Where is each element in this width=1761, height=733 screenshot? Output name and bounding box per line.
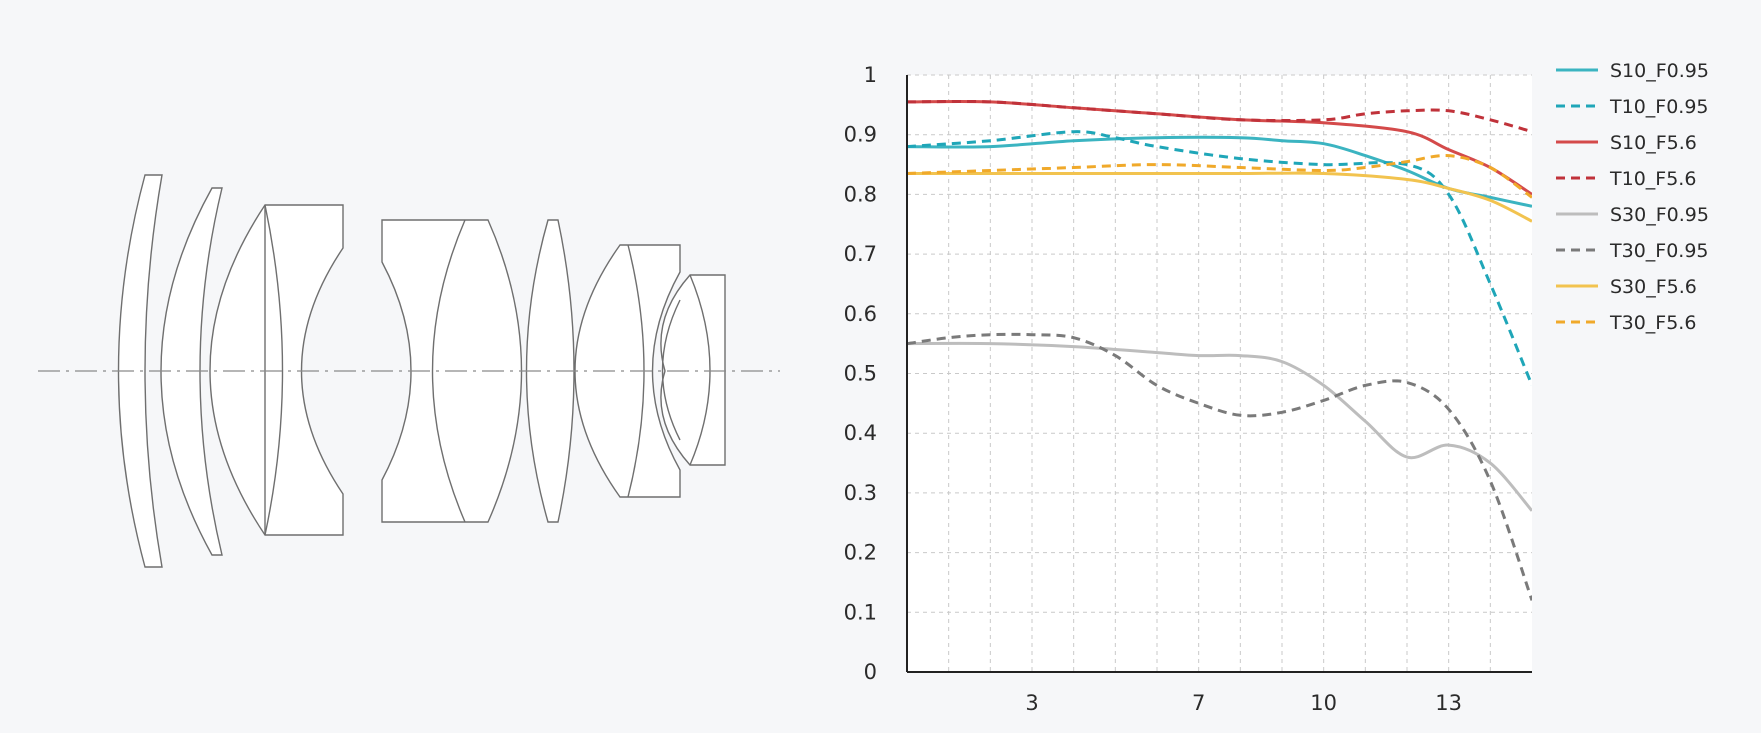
y-tick-label: 0.7 <box>844 242 877 266</box>
legend-label: T10_F0.95 <box>1609 96 1709 118</box>
legend-label: S30_F0.95 <box>1610 204 1709 226</box>
legend-label: S10_F0.95 <box>1610 60 1709 82</box>
legend-label: T10_F5.6 <box>1609 168 1696 190</box>
legend-label: T30_F5.6 <box>1609 312 1696 334</box>
grid-layer <box>907 74 1532 672</box>
series-line-t30-f0-95 <box>907 332 1532 601</box>
lens-element-5 <box>525 219 575 523</box>
y-tick-label: 1 <box>864 63 877 87</box>
lens-element-6 <box>574 244 681 498</box>
x-tick-label: 7 <box>1192 691 1205 715</box>
lens-element-7 <box>660 274 726 466</box>
axis-layer: 00.10.20.30.40.50.60.70.80.913 7 10 13 <box>844 63 1532 715</box>
x-tick-label: 10 <box>1310 691 1337 715</box>
y-tick-label: 0.3 <box>844 481 877 505</box>
lens-element-7-inner <box>661 299 681 441</box>
lens-diagram <box>38 174 780 568</box>
x-tick-label: 3 <box>1025 691 1038 715</box>
y-tick-label: 0.5 <box>844 362 877 386</box>
y-tick-label: 0.2 <box>844 541 877 565</box>
series-line-s30-f5-6 <box>907 171 1532 223</box>
y-tick-label: 0.6 <box>844 302 877 326</box>
y-tick-label: 0.4 <box>844 421 877 445</box>
series-layer <box>907 99 1532 601</box>
legend-label: S30_F5.6 <box>1610 276 1697 298</box>
legend: S10_F0.95 T10_F0.95 S10_F5.6 T10_F5.6 S30_F0… <box>1556 60 1709 334</box>
y-tick-label: 0.1 <box>844 600 877 624</box>
series-line-t10-f5-6 <box>907 99 1532 134</box>
lens-element-3-curve <box>264 204 284 536</box>
legend-label: S10_F5.6 <box>1610 132 1697 154</box>
series-line-t30-f5-6 <box>907 153 1532 199</box>
y-tick-label: 0 <box>864 660 877 684</box>
legend-label: T30_F0.95 <box>1609 240 1709 262</box>
series-line-t10-f0-95 <box>907 130 1532 386</box>
lens-element-3 <box>209 204 344 536</box>
series-line-s30-f0-95 <box>907 341 1532 512</box>
x-tick-label: 13 <box>1435 691 1462 715</box>
y-tick-label: 0.8 <box>844 182 877 206</box>
lens-element-4-curve <box>431 219 466 523</box>
y-tick-label: 0.9 <box>844 123 877 147</box>
